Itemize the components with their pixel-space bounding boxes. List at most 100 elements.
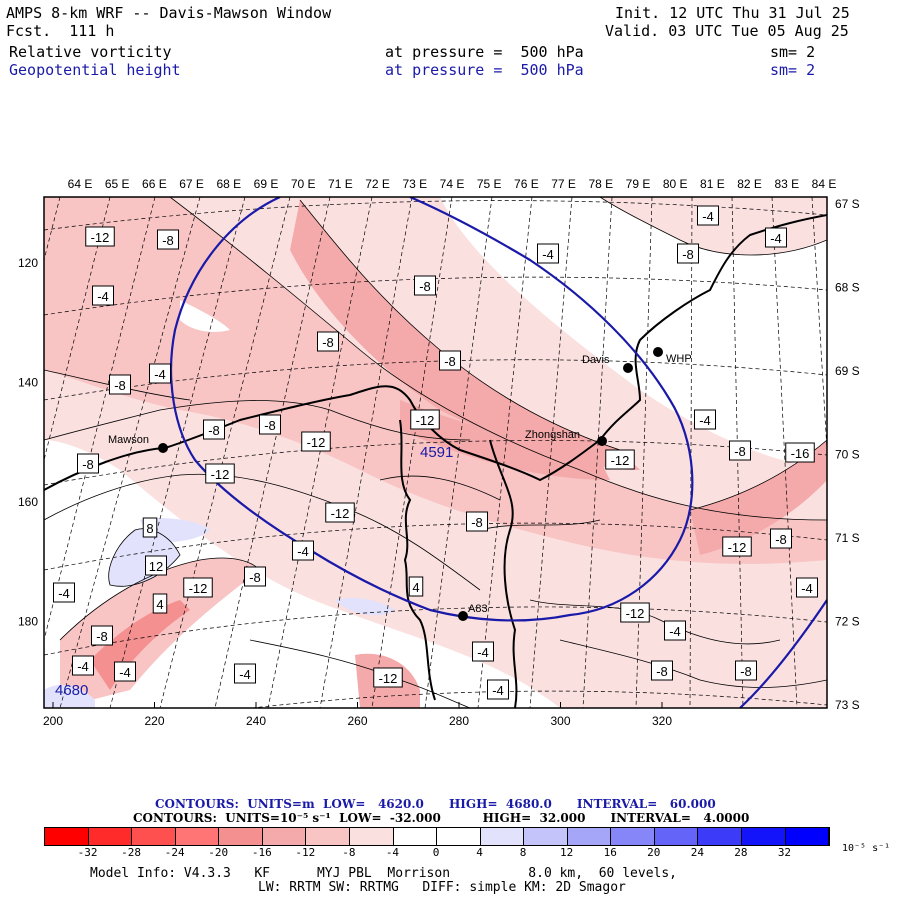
lon-label: 75 E xyxy=(477,177,502,191)
contour-label: -12 xyxy=(211,467,230,482)
y-tick-label: 140 xyxy=(18,376,38,390)
contour-label: -4 xyxy=(477,645,489,660)
colorbar-swatch xyxy=(393,828,438,845)
contour-label-box xyxy=(487,679,509,700)
colorbar-tick-label: 4 xyxy=(476,846,483,859)
contour-label: -16 xyxy=(791,446,810,461)
contour-labels: -12 -8 -4 -8 -4 -4 -4 -8 -4 -8 -8 -8 -12 -8 -8 -12 -12 -8… xyxy=(53,205,818,700)
x-tick-label: 200 xyxy=(43,714,63,728)
y-tick-label: 180 xyxy=(18,615,38,629)
y-tick-label: 120 xyxy=(18,256,38,270)
y-tick-label: 160 xyxy=(18,495,38,509)
field1-level: at pressure = 500 hPa xyxy=(385,43,584,61)
lon-label: 70 E xyxy=(291,177,316,191)
x-tick-label: 300 xyxy=(550,714,570,728)
contour-label-box xyxy=(373,667,403,688)
x-tick-label: 220 xyxy=(144,714,164,728)
contour-label: -12 xyxy=(307,435,326,450)
contour-label: -8 xyxy=(96,629,108,644)
lat-label: 68 S xyxy=(835,281,860,295)
vorticity-shading xyxy=(44,197,827,708)
colorbar-swatch xyxy=(524,828,568,845)
colorbar-swatch xyxy=(611,828,655,845)
colorbar-tick-label: -32 xyxy=(77,846,98,859)
station-zhongshan-label: Zhongshan xyxy=(525,429,580,441)
contour-label-box xyxy=(605,449,635,470)
contour-label-box xyxy=(729,440,751,461)
lon-label: 71 E xyxy=(328,177,353,191)
contour-label-box xyxy=(439,350,461,371)
contour-label: -4 xyxy=(77,659,89,674)
contour-label-box xyxy=(722,536,752,557)
lon-label: 65 E xyxy=(105,177,130,191)
x-tick-label: 320 xyxy=(652,714,672,728)
contour-label: -12 xyxy=(379,671,398,686)
contour-label-box xyxy=(317,331,339,352)
lon-label: 79 E xyxy=(626,177,651,191)
contour-label-box xyxy=(149,363,171,384)
station-a83-label: A83 xyxy=(468,603,488,615)
colorbar-swatch xyxy=(349,828,394,845)
contour-label-box xyxy=(735,660,757,681)
contour-label-box xyxy=(109,374,131,395)
longitude-labels: 64 E 65 E 66 E 67 E 68 E 69 E 70 E 71 E 72 E 73 E… xyxy=(68,177,837,191)
latitude-labels: 67 S 68 S 69 S 70 S 71 S 72 S 73 S xyxy=(835,197,860,712)
lon-label: 78 E xyxy=(588,177,613,191)
contour-label-box xyxy=(301,431,331,452)
stations: Mawson Davis WHP Zhongshan A83 xyxy=(108,347,692,621)
colorbar-tick-label: -8 xyxy=(342,846,356,859)
colorbar-swatch xyxy=(306,828,350,845)
lon-label: 68 E xyxy=(216,177,241,191)
field1-name: Relative vorticity xyxy=(9,43,172,61)
valid-time: Valid. 03 UTC Tue 05 Aug 25 xyxy=(605,22,849,40)
contour-label: -4 xyxy=(770,231,782,246)
station-zhongshan-marker xyxy=(597,436,607,446)
lon-label: 73 E xyxy=(402,177,427,191)
lon-label: 81 E xyxy=(700,177,725,191)
lat-label: 69 S xyxy=(835,364,860,378)
contour-label-box xyxy=(410,409,440,430)
x-tick-label: 280 xyxy=(449,714,469,728)
height-contour-info: CONTOURS: UNITS=m LOW= 4620.0 HIGH= 4680… xyxy=(155,797,716,811)
lon-label: 72 E xyxy=(365,177,390,191)
lon-label: 67 E xyxy=(179,177,204,191)
contour-label: -8 xyxy=(775,532,787,547)
colorbar-swatch xyxy=(654,828,699,845)
init-time: Init. 12 UTC Thu 31 Jul 25 xyxy=(615,4,850,22)
contour-label: 4 xyxy=(156,597,163,612)
contour-label: -12 xyxy=(189,581,208,596)
height-label-4591: 4591 xyxy=(420,444,453,461)
contour-label: -4 xyxy=(702,209,714,224)
colorbar-swatch xyxy=(262,828,307,845)
x-tick-label: 260 xyxy=(347,714,367,728)
x-axis-ticks: 200 220 240 260 280 300 320 xyxy=(43,702,672,728)
contour-label-box xyxy=(414,275,436,296)
lon-label: 83 E xyxy=(774,177,799,191)
contour-label-box xyxy=(203,419,225,440)
contour-label-box xyxy=(145,555,167,576)
colorbar-tick-label: -24 xyxy=(164,846,185,859)
colorbar-swatch xyxy=(480,828,525,845)
field2-smoothing: sm= 2 xyxy=(770,61,816,79)
colorbar-swatch xyxy=(132,828,176,845)
colorbar-unit: 10⁻⁵ s⁻¹ xyxy=(842,843,891,854)
contour-label-box xyxy=(259,414,281,435)
model-info-physics: LW: RRTM SW: RRTMG DIFF: simple KM: 2D S… xyxy=(258,880,626,895)
colorbar-swatch xyxy=(88,828,133,845)
contour-label-box xyxy=(234,663,256,684)
colorbar-tick-label: 16 xyxy=(603,846,617,859)
contour-label: -12 xyxy=(91,230,110,245)
lat-label: 67 S xyxy=(835,197,860,211)
contour-label: -8 xyxy=(419,279,431,294)
contour-label-box xyxy=(466,511,488,532)
contour-label-box xyxy=(142,517,158,538)
contour-label: -8 xyxy=(682,247,694,262)
contour-label: -8 xyxy=(471,515,483,530)
contour-label: -4 xyxy=(492,683,504,698)
contour-label-box xyxy=(53,582,75,603)
contour-label-box xyxy=(770,528,792,549)
contour-label: -4 xyxy=(97,289,109,304)
lon-label: 82 E xyxy=(737,177,762,191)
contour-label-box xyxy=(91,625,113,646)
vorticity-contour-info: CONTOURS: UNITS=10⁻⁵ s⁻¹ LOW= -32.000 HI… xyxy=(133,811,750,825)
